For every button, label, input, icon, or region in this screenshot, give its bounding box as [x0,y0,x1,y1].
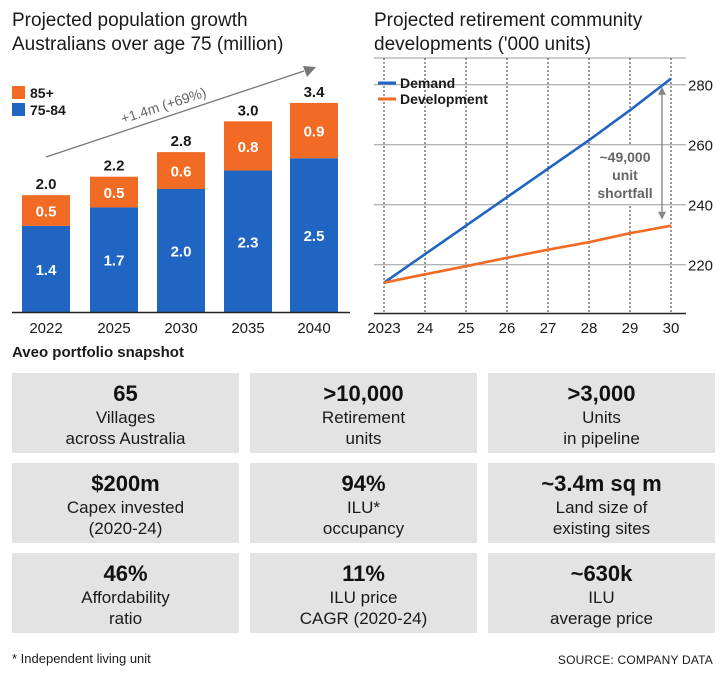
x-tick-label: 25 [458,320,475,337]
shortfall-arrow-head-down [658,211,666,220]
bar-label-85-plus: 0.8 [238,139,259,156]
stat-label: Affordability ratio [81,588,170,628]
stat-value: $200m [91,471,160,496]
bar-total-label: 2.8 [171,133,192,150]
stat-value: 11% [342,561,385,586]
shortfall-annotation: ~49,000 unit shortfall [597,149,652,201]
stat-card: $200m Capex invested (2020-24) [12,463,239,543]
bar-total-label: 2.2 [104,158,125,175]
stat-label: Retirement units [321,408,406,448]
bar-total-label: 2.0 [36,176,57,193]
x-tick-label: 2025 [97,320,130,337]
bar-75-84-2022 [22,225,70,312]
bar-85-plus-2025 [90,176,138,208]
demand-line [383,77,672,284]
bar-label-75-84: 2.5 [304,228,325,245]
bar-85-plus-2022 [22,195,70,226]
bar-total-label: 3.4 [304,84,326,101]
bar-85-plus-2035 [224,121,272,171]
stat-value: >3,000 [567,381,636,406]
x-tick-label: 29 [622,320,639,337]
x-tick-label: 26 [499,320,516,337]
bar-75-84-2040 [290,158,338,312]
legend-swatch-75-84 [12,103,25,116]
stat-card: >3,000 Units in pipeline [488,373,715,453]
stats-grid: 65 Villages across Australia >10,000 Ret… [12,373,715,633]
stat-card: ~3.4m sq m Land size of existing sites [488,463,715,543]
bar-75-84-2030 [157,189,205,312]
shortfall-arrow-head-up [658,86,666,95]
stat-value: ~3.4m sq m [541,471,662,496]
right-chart-title: Projected retirement community developme… [374,10,643,55]
x-tick-label: 24 [417,320,434,337]
bar-label-85-plus: 0.5 [36,204,57,221]
bar-label-75-84: 2.0 [171,244,192,261]
growth-arrow-line [45,70,305,158]
source-credit: SOURCE: COMPANY DATA [557,653,713,667]
legend-label-75-84: 75-84 [30,102,66,118]
bar-label-85-plus: 0.5 [104,185,125,202]
legend-label-85-plus: 85+ [30,85,54,101]
y-tick-label: 280 [688,78,713,95]
stat-card: >10,000 Retirement units [250,373,477,453]
x-tick-label: 2030 [164,320,197,337]
stat-card: 94% ILU* occupancy [250,463,477,543]
legend-demand-label: Demand [400,75,455,91]
x-tick-label: 2035 [231,320,264,337]
stat-label: Units in pipeline [563,408,640,448]
stat-card: 65 Villages across Australia [12,373,239,453]
bar-label-85-plus: 0.6 [171,164,192,181]
stat-label: Land size of existing sites [552,498,651,538]
x-tick-label: 28 [581,320,598,337]
bar-75-84-2025 [90,207,138,312]
x-tick-label: 2040 [297,320,330,337]
bar-label-75-84: 2.3 [238,234,259,251]
bar-label-75-84: 1.7 [104,253,125,270]
stat-label: Villages across Australia [65,408,186,448]
bar-label-75-84: 1.4 [36,262,58,279]
legend-swatch-85-plus [12,86,25,99]
stat-label: ILU* occupancy [322,498,405,538]
y-tick-label: 220 [688,258,713,275]
stat-value: 94% [341,471,386,496]
x-tick-label: 2022 [29,320,62,337]
stat-card: 46% Affordability ratio [12,553,239,633]
development-line [383,224,672,284]
x-tick-label: 2023 [367,320,400,337]
x-tick-label: 30 [663,320,680,337]
stat-value: 65 [113,381,138,406]
shortfall-annotation-line: shortfall [597,185,652,201]
section-title: Aveo portfolio snapshot [12,344,184,361]
bar-85-plus-2030 [157,152,205,189]
stat-card: ~630k ILU average price [488,553,715,633]
legend-development-label: Development [400,91,488,107]
bar-label-85-plus: 0.9 [304,124,325,141]
shortfall-annotation-line: unit [612,167,638,183]
stat-label: Capex invested (2020-24) [66,498,185,538]
stat-value: ~630k [570,561,633,586]
bar-75-84-2035 [224,170,272,312]
shortfall-annotation-bg [592,146,656,204]
footnote: * Independent living unit [12,651,151,666]
stat-value: 46% [103,561,148,586]
stat-label: ILU average price [549,588,653,628]
y-tick-label: 240 [688,198,713,215]
y-tick-label: 260 [688,138,713,155]
shortfall-annotation-line: ~49,000 [600,149,651,165]
left-chart-title: Projected population growth Australians … [12,10,284,55]
stat-value: >10,000 [323,381,404,406]
stat-label: ILU price CAGR (2020-24) [299,588,428,628]
stat-card: 11% ILU price CAGR (2020-24) [250,553,477,633]
bar-total-label: 3.0 [238,102,259,119]
bar-85-plus-2040 [290,102,338,159]
growth-arrow-head [303,66,316,77]
x-tick-label: 27 [540,320,557,337]
